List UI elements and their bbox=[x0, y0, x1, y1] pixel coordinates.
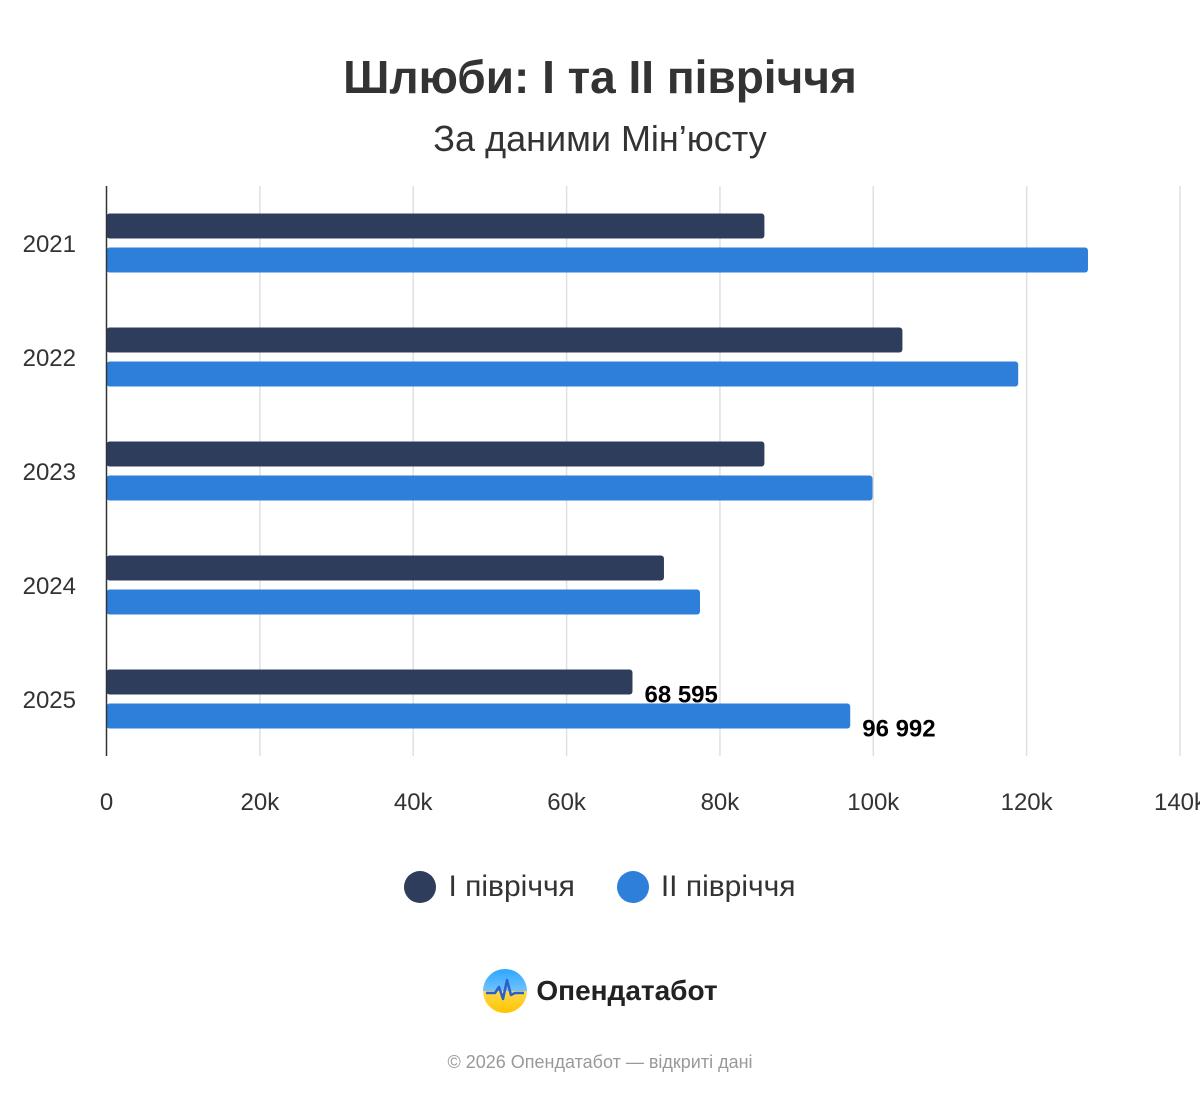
chart-subtitle: За даними Мін’юсту bbox=[433, 118, 767, 159]
x-tick-label: 40k bbox=[394, 789, 434, 816]
legend-dot-icon bbox=[404, 871, 437, 903]
x-tick-label: 120k bbox=[1001, 789, 1054, 816]
legend-item-series-2[interactable]: ІІ півріччя bbox=[616, 870, 796, 904]
data-label: 96 992 bbox=[862, 716, 935, 743]
y-tick-label: 2024 bbox=[23, 573, 76, 600]
y-tick-label: 2022 bbox=[23, 345, 76, 372]
legend: І півріччя ІІ півріччя bbox=[0, 870, 1200, 904]
bar-2021-series-1 bbox=[106, 213, 765, 239]
data-label: 68 595 bbox=[644, 682, 717, 709]
grid-lines bbox=[259, 186, 1181, 756]
bar-2024-series-1 bbox=[106, 555, 664, 581]
bar-chart: 2021 2022 2023 2024 2025 0 20k 40k 60k 80k 100k 12… bbox=[23, 186, 1200, 816]
x-tick-label: 0 bbox=[100, 789, 113, 816]
bar-2022-series-2 bbox=[106, 361, 1019, 387]
x-tick-label: 60k bbox=[547, 789, 587, 816]
bar-2022-series-1 bbox=[106, 327, 903, 353]
x-tick-label: 20k bbox=[241, 789, 281, 816]
legend-item-series-1[interactable]: І півріччя bbox=[404, 870, 575, 904]
brand-logo: Опендатабот bbox=[0, 968, 1200, 1014]
bar-2025-series-2 bbox=[106, 703, 851, 729]
logo-text: Опендатабот bbox=[536, 975, 718, 1006]
bar-2024-series-2 bbox=[106, 589, 700, 615]
x-tick-label: 80k bbox=[701, 789, 741, 816]
footer-text: © 2026 Опендатабот — відкриті дані bbox=[447, 1052, 753, 1072]
bar-2023-series-1 bbox=[106, 441, 765, 467]
legend-dot-icon bbox=[616, 871, 649, 903]
bar-2025-series-1 bbox=[106, 669, 633, 695]
y-axis-ticks: 2021 2022 2023 2024 2025 bbox=[23, 231, 76, 714]
y-tick-label: 2021 bbox=[23, 231, 76, 258]
opendatabot-logo-icon bbox=[483, 969, 528, 1013]
bars bbox=[106, 213, 1088, 729]
legend-label: І півріччя bbox=[448, 870, 575, 903]
x-tick-label: 100k bbox=[847, 789, 900, 816]
y-tick-label: 2023 bbox=[23, 459, 76, 486]
legend-label: ІІ півріччя bbox=[660, 870, 796, 903]
bar-2021-series-2 bbox=[106, 247, 1088, 273]
bar-2023-series-2 bbox=[106, 475, 873, 501]
x-tick-label: 140k bbox=[1154, 789, 1200, 816]
data-labels: 68 595 96 992 bbox=[644, 682, 935, 743]
y-tick-label: 2025 bbox=[23, 687, 76, 714]
x-axis-ticks: 0 20k 40k 60k 80k 100k 120k 140k bbox=[100, 789, 1200, 816]
chart-title: Шлюби: І та ІІ півріччя bbox=[343, 51, 857, 103]
